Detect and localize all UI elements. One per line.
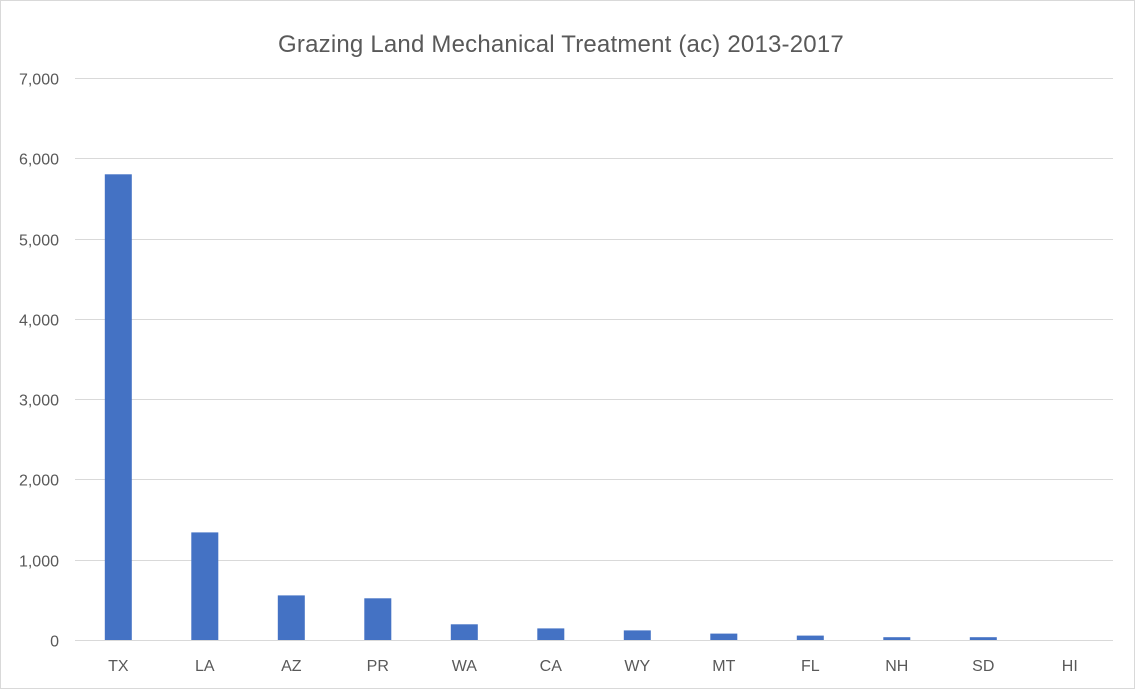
bar-nh <box>883 637 911 640</box>
chart-title: Grazing Land Mechanical Treatment (ac) 2… <box>278 31 844 58</box>
bar-az <box>277 595 305 640</box>
x-tick-label-nh: NH <box>885 658 908 675</box>
y-tick-label: 4,000 <box>19 313 59 330</box>
y-tick-label: 0 <box>50 634 59 651</box>
y-tick-label: 5,000 <box>19 233 59 250</box>
bar-mt <box>710 633 738 640</box>
x-tick-label-hi: HI <box>1062 658 1078 675</box>
bar-la <box>191 532 219 640</box>
y-tick-label: 6,000 <box>19 152 59 169</box>
bar-pr <box>364 598 392 640</box>
x-tick-label-fl: FL <box>801 658 820 675</box>
y-tick-label: 3,000 <box>19 393 59 410</box>
bars <box>104 174 997 641</box>
y-axis-tick-labels: 0 1,000 2,000 3,000 4,000 5,000 6,000 7,000 <box>19 72 59 651</box>
x-tick-label-pr: PR <box>367 658 389 675</box>
bar-tx <box>104 174 132 641</box>
gridlines <box>75 78 1113 641</box>
y-tick-label: 2,000 <box>19 473 59 490</box>
x-tick-label-wy: WY <box>624 658 650 675</box>
x-tick-label-sd: SD <box>972 658 994 675</box>
x-tick-label-wa: WA <box>452 658 478 675</box>
x-axis-tick-labels: TX LA AZ PR WA CA WY MT FL NH SD HI <box>108 658 1078 675</box>
y-tick-label: 7,000 <box>19 72 59 89</box>
bar-ca <box>537 628 565 640</box>
x-tick-label-az: AZ <box>281 658 302 675</box>
x-tick-label-ca: CA <box>540 658 563 675</box>
x-tick-label-tx: TX <box>108 658 129 675</box>
bar-wa <box>450 624 478 640</box>
x-tick-label-mt: MT <box>712 658 735 675</box>
bar-sd <box>969 637 997 640</box>
bar-wy <box>623 630 651 640</box>
x-tick-label-la: LA <box>195 658 215 675</box>
y-tick-label: 1,000 <box>19 554 59 571</box>
bar-fl <box>796 635 824 640</box>
